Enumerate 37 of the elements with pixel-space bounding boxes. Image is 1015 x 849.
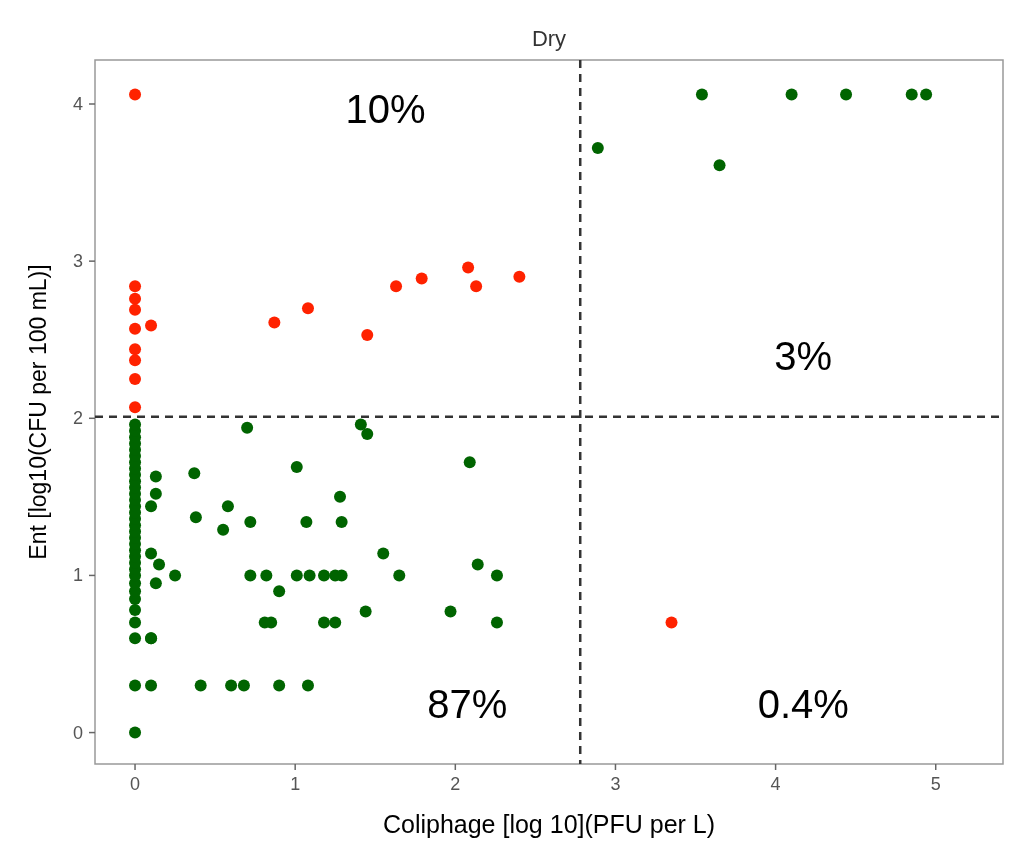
x-tick-label: 1 bbox=[290, 774, 301, 794]
point bbox=[301, 302, 314, 315]
point bbox=[129, 292, 142, 305]
x-tick-label: 4 bbox=[770, 774, 781, 794]
point bbox=[129, 88, 142, 101]
y-axis-title: Ent [log10(CFU per 100 mL)] bbox=[25, 264, 51, 560]
point bbox=[129, 354, 142, 367]
annotation: 0.4% bbox=[757, 682, 849, 727]
y-tick-label: 0 bbox=[72, 722, 83, 743]
x-tick-label: 3 bbox=[610, 774, 621, 794]
point bbox=[415, 272, 428, 285]
annotation: 10% bbox=[345, 87, 426, 132]
point bbox=[145, 319, 158, 332]
y-tick-label: 3 bbox=[72, 251, 83, 272]
y-tick-label: 4 bbox=[72, 94, 83, 114]
annotation: 3% bbox=[774, 333, 833, 378]
y-tick-label: 2 bbox=[72, 408, 83, 429]
point bbox=[129, 303, 142, 316]
point bbox=[470, 280, 483, 293]
x-tick-label: 2 bbox=[450, 774, 461, 794]
x-tick-label: 5 bbox=[930, 774, 941, 794]
point bbox=[513, 270, 526, 283]
point bbox=[268, 316, 281, 329]
point bbox=[390, 280, 403, 293]
point bbox=[129, 343, 142, 356]
y-tick-label: 1 bbox=[72, 565, 83, 586]
point bbox=[129, 373, 142, 385]
point bbox=[361, 329, 374, 341]
point bbox=[129, 322, 142, 335]
point bbox=[665, 616, 678, 629]
chart-title: Dry bbox=[531, 26, 567, 51]
x-axis-title: Coliphage [log 10](PFU per L) bbox=[382, 810, 716, 838]
point bbox=[129, 401, 142, 414]
x-tick-label: 0 bbox=[130, 774, 141, 794]
annotation: 87% bbox=[427, 682, 508, 727]
point bbox=[129, 280, 142, 293]
point bbox=[462, 261, 475, 274]
